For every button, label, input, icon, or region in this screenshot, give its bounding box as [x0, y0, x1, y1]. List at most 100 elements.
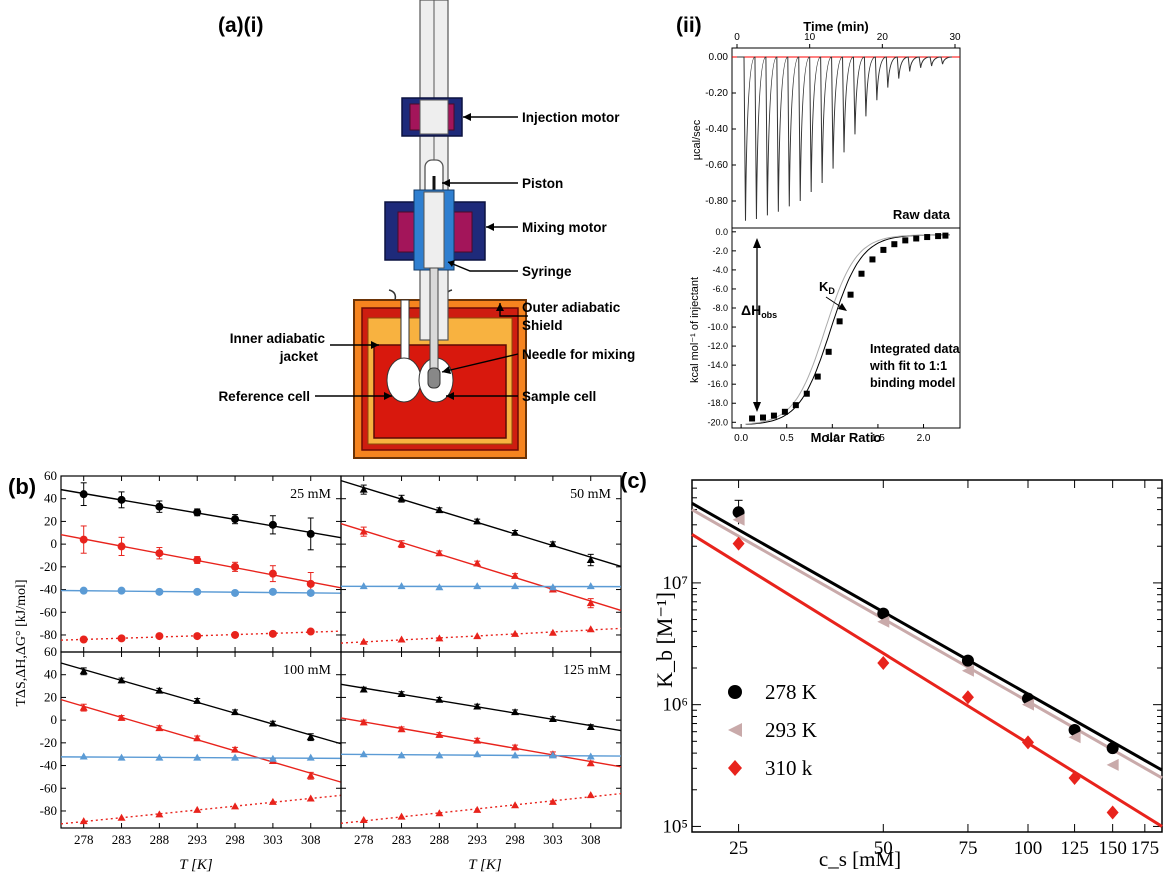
itc-int-ytick-label: -16.0: [707, 379, 728, 389]
itc-int-point: [792, 402, 799, 409]
panel-b-subplot: 278 283 288 293 298 303 308 125 mM: [340, 651, 622, 847]
panel-b-xtick-label: 303: [263, 832, 283, 847]
panel-b-xtick-label: 308: [581, 832, 601, 847]
panel-b-point: [268, 587, 277, 596]
panel-b-point: [117, 634, 126, 643]
panel-b-point: [511, 528, 520, 536]
itc-int-point: [803, 390, 810, 397]
panel-b-point: [79, 703, 88, 711]
itc-int-ytick-label: -18.0: [707, 398, 728, 408]
panel-c-ytick-label: 10⁶: [662, 695, 688, 716]
panel-b-point: [586, 722, 595, 730]
panel-b-ytick-label: 60: [44, 468, 57, 483]
panel-c-fit-line: [691, 502, 1163, 772]
panel-b-point: [548, 540, 557, 548]
panel-label-a: (a)(i): [218, 14, 264, 37]
panel-b-xlabel-left: T [K]: [179, 857, 213, 873]
itc-int-ytick-label: -10.0: [707, 322, 728, 332]
panel-b-fit-line: [60, 488, 342, 539]
panel-c-point: [1068, 731, 1081, 744]
panel-b-point: [359, 718, 368, 726]
panel-c-point: [1106, 758, 1119, 771]
label-reference-cell: Reference cell: [218, 389, 310, 404]
label-mixing-motor: Mixing motor: [522, 220, 607, 235]
panel-b-ytick-label: 60: [44, 644, 57, 659]
label-needle: Needle for mixing: [522, 347, 635, 362]
panel-label-c: (c): [620, 468, 647, 493]
panel-c-ylabel: K_b [M⁻¹]: [652, 592, 677, 688]
panel-b-point: [397, 725, 406, 733]
label-syringe: Syringe: [522, 264, 572, 279]
panel-b-point: [397, 812, 406, 820]
itc-int-point: [942, 232, 949, 239]
panel-b-concentration-label: 125 mM: [563, 663, 611, 678]
label-outer-shield-1: Outer adiabatic: [522, 300, 621, 315]
delta-h-label: ΔHobs: [741, 302, 777, 320]
panel-b-point: [586, 759, 595, 767]
panel-b-point: [155, 549, 164, 558]
panel-b-point: [548, 583, 557, 591]
panel-b-point: [268, 520, 277, 529]
panel-b-point: [586, 791, 595, 799]
itc-int-ytick-label: -12.0: [707, 341, 728, 351]
panel-b-point: [117, 713, 126, 721]
panel-b-point: [473, 559, 482, 567]
panel-b-point: [117, 813, 126, 821]
panel-b-point: [155, 753, 164, 761]
panel-b-point: [548, 628, 557, 636]
panel-b-point: [193, 508, 202, 517]
panel-b-point: [193, 734, 202, 742]
panel-b-point: [117, 586, 126, 595]
panel-b-ytick-label: -20: [40, 735, 57, 750]
itc-int-ytick-label: -20.0: [707, 417, 728, 427]
panel-b-point: [473, 702, 482, 710]
itc-int-ytick-label: -2.0: [712, 246, 728, 256]
panel-b-ytick-label: 0: [51, 712, 58, 727]
panel-b-point: [79, 635, 88, 644]
panel-b-point: [586, 582, 595, 590]
panel-c-point: [732, 536, 745, 551]
panel-label-aii: (ii): [676, 14, 702, 37]
panel-b-point: [359, 750, 368, 758]
panel-b-point: [359, 685, 368, 693]
panel-b-point: [117, 753, 126, 761]
itc-time-tick-label: 0: [734, 32, 740, 43]
itc-data-panel: Time (min) 0 10 20 30 0.00 -0.20 -0.40 -0.60 -0…: [689, 19, 961, 445]
panel-b-point: [586, 752, 595, 760]
panel-b-point: [473, 805, 482, 813]
panel-b-fit-line: [60, 794, 342, 825]
panel-b-point: [268, 754, 277, 762]
panel-b-point: [397, 690, 406, 698]
panel-b-point: [79, 535, 88, 544]
itc-fit-curve-alt: [745, 234, 950, 425]
panel-b-point: [117, 542, 126, 551]
panel-b-point: [511, 708, 520, 716]
panel-c-fit-line: [691, 533, 1163, 828]
panel-c-legend-marker: [728, 685, 742, 699]
panel-b-point: [306, 627, 315, 636]
panel-c-point: [1022, 698, 1035, 711]
panel-c-xtick-label: 75: [958, 838, 977, 859]
panel-b-frame: [340, 651, 622, 829]
panel-c-point: [961, 654, 974, 667]
panel-b-xtick-label: 308: [301, 832, 321, 847]
itc-int-point: [770, 412, 777, 419]
panel-b-point: [193, 556, 202, 565]
panel-b-point: [548, 714, 557, 722]
panel-b-point: [473, 750, 482, 758]
panel-b-concentration-label: 100 mM: [283, 663, 331, 678]
itc-int-point: [847, 291, 854, 298]
panel-b-point: [193, 805, 202, 813]
panel-b-xtick-label: 278: [74, 832, 94, 847]
itc-int-point: [891, 241, 898, 248]
panel-b-point: [79, 817, 88, 825]
itc-time-tick-label: 20: [877, 32, 889, 43]
panel-b-point: [359, 637, 368, 645]
panel-b-fit-line: [340, 683, 622, 732]
panel-c-legend-marker: [728, 760, 742, 776]
panel-b-fit-line: [60, 662, 342, 745]
panel-b-xtick-label: 298: [505, 832, 525, 847]
reference-cell-neck: [400, 299, 410, 361]
panel-b-ytick-label: -40: [40, 758, 57, 773]
